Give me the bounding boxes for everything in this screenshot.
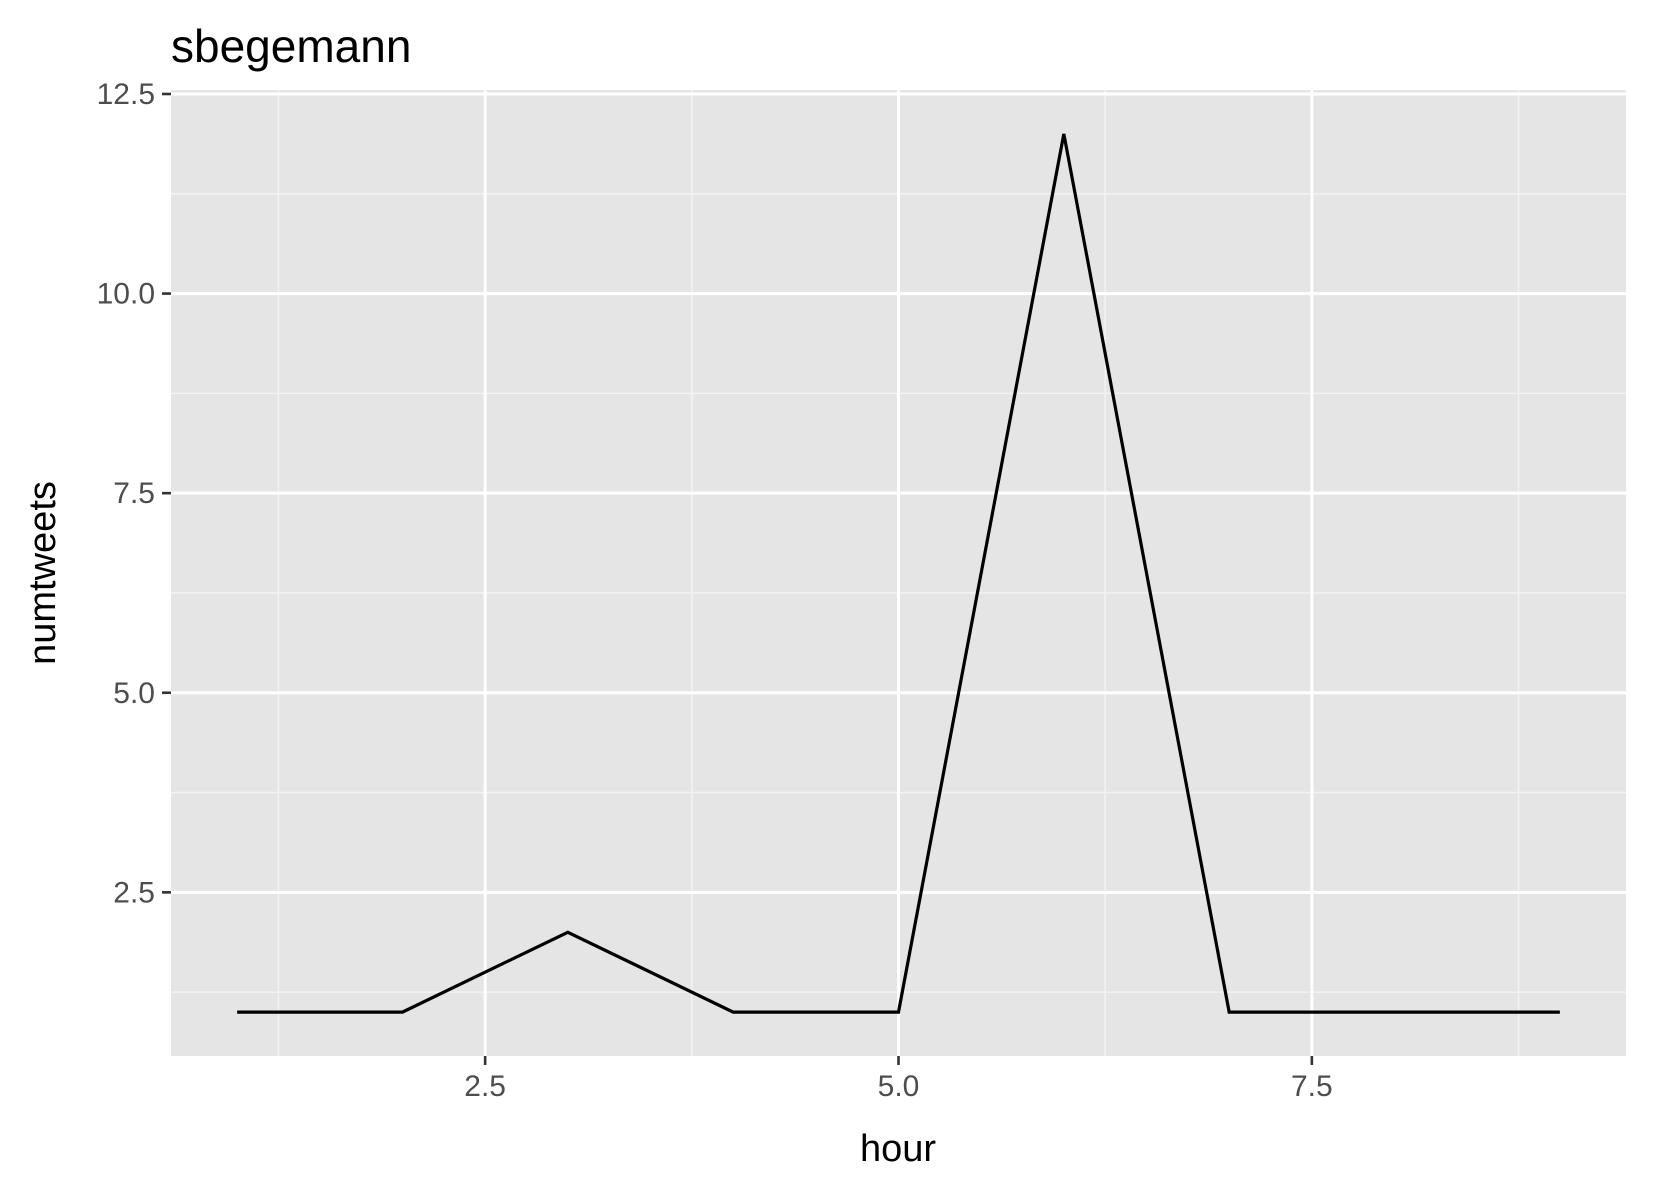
- y-tick-label: 10.0: [97, 278, 155, 311]
- y-tick-label: 5.0: [113, 677, 155, 710]
- y-tick-label: 7.5: [113, 477, 155, 510]
- x-tick-label: 5.0: [878, 1070, 920, 1103]
- major-gridlines: [171, 90, 1626, 1056]
- series-line-1: [237, 133, 1560, 1014]
- series-layer: [237, 133, 1560, 1014]
- x-tick-label: 7.5: [1291, 1070, 1333, 1103]
- y-tick-label: 2.5: [113, 876, 155, 909]
- x-tick-label: 2.5: [464, 1070, 506, 1103]
- x-axis: 2.5 5.0 7.5: [464, 1056, 1333, 1103]
- y-tick-label: 12.5: [97, 78, 155, 111]
- y-axis-title: numtweets: [22, 481, 64, 665]
- x-axis-title: hour: [860, 1128, 936, 1170]
- y-axis: 2.5 5.0 7.5 10.0 12.5: [97, 78, 171, 909]
- chart-title: sbegemann: [171, 20, 411, 72]
